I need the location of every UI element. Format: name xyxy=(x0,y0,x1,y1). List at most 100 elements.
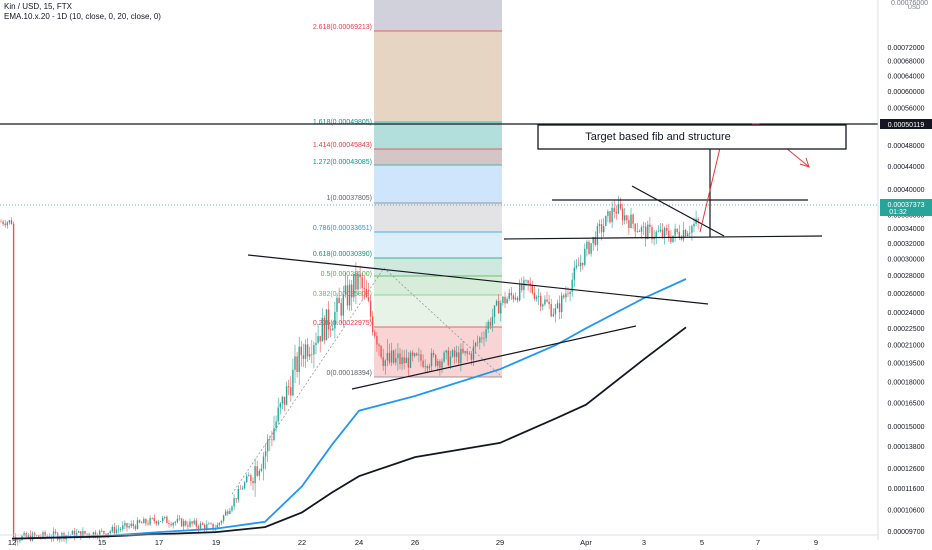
candle-body xyxy=(645,226,647,240)
candle-body xyxy=(363,287,365,289)
candle-body xyxy=(453,350,456,357)
candle-body xyxy=(267,439,269,452)
candle-body xyxy=(481,337,483,339)
candle-body xyxy=(540,296,542,307)
candle-body xyxy=(655,231,657,238)
time-tick-label: 29 xyxy=(496,538,504,547)
candle-body xyxy=(439,361,441,368)
candle-body xyxy=(451,350,454,357)
candle-body xyxy=(661,229,664,237)
candle-body xyxy=(157,521,160,524)
candle-body xyxy=(449,356,452,366)
candle-body xyxy=(86,533,88,535)
projection-arrowhead xyxy=(799,157,810,168)
bar-countdown: 01:32 xyxy=(889,209,907,216)
candle-body xyxy=(405,357,407,364)
candle-body xyxy=(378,344,380,347)
time-tick-label: 3 xyxy=(642,538,646,547)
candle-body xyxy=(487,321,489,330)
candle-body xyxy=(340,303,342,316)
time-tick-label: 17 xyxy=(155,538,163,547)
fib-zone-1272 xyxy=(374,165,502,203)
candle-body xyxy=(691,226,693,233)
candle-body xyxy=(351,284,353,298)
candle-body xyxy=(668,230,670,238)
candle-body xyxy=(197,526,200,529)
candle-body xyxy=(99,530,101,538)
candle-body xyxy=(250,475,252,481)
candle-body xyxy=(676,228,678,232)
candle-body xyxy=(584,248,586,265)
candle-body xyxy=(550,304,552,317)
candle-body xyxy=(561,295,563,312)
candlestick-series xyxy=(0,195,699,546)
candle-body xyxy=(6,222,8,226)
candle-body xyxy=(638,231,641,232)
candle-body xyxy=(332,328,334,331)
candle-body xyxy=(63,533,65,540)
candle-body xyxy=(516,297,519,301)
candle-body xyxy=(411,352,414,356)
price-tick-label: 0.00044000 xyxy=(888,164,925,171)
candle-body xyxy=(460,348,462,364)
candle-body xyxy=(174,521,176,523)
fib-zone-05 xyxy=(374,276,502,295)
candle-body xyxy=(290,387,292,396)
candle-body xyxy=(558,303,561,313)
candle-body xyxy=(542,304,544,307)
candle-body xyxy=(624,215,626,221)
time-tick-label: 9 xyxy=(814,538,818,547)
candle-body xyxy=(477,342,479,343)
price-tick-label: 0.00018000 xyxy=(888,380,925,387)
candle-body xyxy=(243,482,246,489)
candle-body xyxy=(479,337,481,343)
candle-body xyxy=(672,235,674,242)
candle-body xyxy=(386,352,389,361)
candle-body xyxy=(141,522,143,524)
price-tick-label: 0.00024000 xyxy=(888,310,925,317)
candle-body xyxy=(598,224,601,226)
candle-body xyxy=(145,519,147,524)
candle-body xyxy=(304,344,307,359)
candle-body xyxy=(607,211,609,216)
candle-body xyxy=(464,351,466,353)
price-tick-label: 0.00028000 xyxy=(888,273,925,280)
candle-body xyxy=(336,297,338,312)
candle-body xyxy=(554,308,557,315)
wedge-upper-line xyxy=(631,185,725,237)
candle-body xyxy=(657,231,659,232)
candle-body xyxy=(4,223,6,226)
candle-body xyxy=(159,521,162,522)
price-tick-label: 0.00015000 xyxy=(888,424,925,431)
time-axis[interactable]: 12 15 17 19 22 24 26 29 Apr 3 5 7 9 xyxy=(0,534,878,547)
candle-body xyxy=(199,523,202,529)
candle-body xyxy=(128,526,130,528)
fib-label: 1.272(0.00043085) xyxy=(313,159,372,166)
candle-body xyxy=(380,346,382,358)
candle-body xyxy=(115,529,118,534)
price-scale[interactable]: 0.00076000 USD 0.000720000.000680000.000… xyxy=(877,0,932,550)
candle-body xyxy=(193,520,195,524)
candle-body xyxy=(498,300,500,314)
candle-body xyxy=(94,532,97,537)
price-scale-top-tick: 0.00076000 xyxy=(891,0,928,7)
candle-body xyxy=(279,403,281,408)
candle-body xyxy=(178,518,181,520)
fib-label: 1.618(0.00049805) xyxy=(313,119,372,126)
candle-body xyxy=(204,524,206,530)
candle-body xyxy=(508,292,510,299)
candle-body xyxy=(321,317,323,342)
candle-body xyxy=(443,352,445,362)
candle-body xyxy=(233,498,235,507)
currency-label: USD xyxy=(908,5,921,11)
candle-body xyxy=(390,350,393,363)
trendlines xyxy=(247,146,823,390)
price-tick-label: 0.00048000 xyxy=(888,143,925,150)
candle-body xyxy=(628,220,630,228)
fib-zone-0786 xyxy=(374,232,502,258)
candle-body xyxy=(678,231,680,238)
candle-body xyxy=(495,300,498,306)
candle-body xyxy=(185,521,187,526)
candle-body xyxy=(283,396,286,405)
